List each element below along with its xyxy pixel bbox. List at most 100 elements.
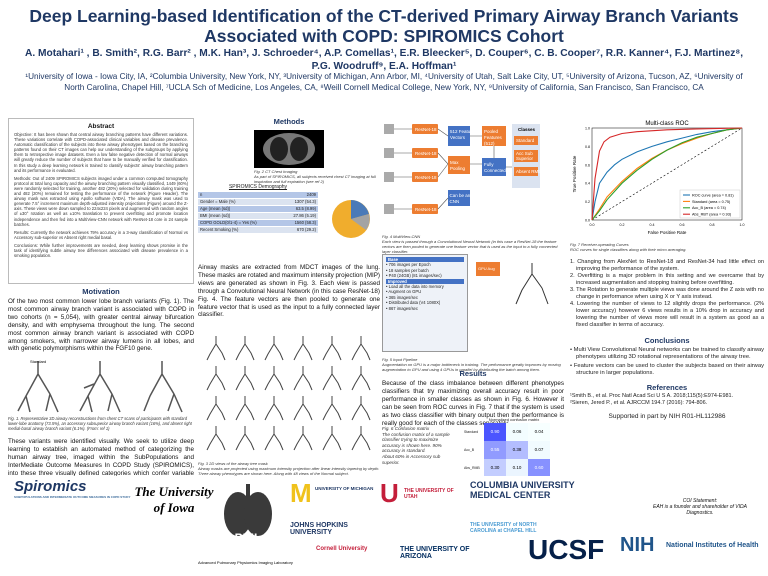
pipeline-line: • 365 images/sec	[386, 294, 418, 300]
svg-text:Pooling: Pooling	[450, 166, 466, 171]
fig3-airway-view	[351, 336, 371, 361]
cm-row-label: Acc_B	[464, 448, 475, 452]
fig3-airway-view	[264, 336, 284, 361]
fig3-airway-view	[293, 396, 313, 421]
cm-cell: 0.30	[484, 459, 506, 477]
conclusion-item: • Multi View Convolutional Neural networ…	[570, 346, 764, 361]
finding-item: 4. Lowering the number of views to 12 sl…	[570, 300, 764, 328]
roc-xtick: 0.6	[680, 223, 685, 227]
roc-xtick: 0.2	[620, 223, 625, 227]
roc-series-line	[591, 127, 743, 221]
cnn-box-1: ResNet-18	[415, 127, 437, 132]
cm-cell: 0.38	[506, 441, 528, 459]
roc-series-line	[591, 127, 743, 221]
unc-logo: THE UNIVERSITY of NORTH CAROLINA at CHAP…	[470, 522, 537, 534]
roc-xtick: 0.4	[650, 223, 655, 227]
cm-cell: 0.55	[484, 441, 506, 459]
fig3-airway-view	[235, 396, 255, 421]
roc-ylabel: True Positive Rate	[572, 155, 577, 192]
fig3-airway-view	[351, 396, 371, 421]
fig3-airway-view	[322, 366, 342, 391]
svg-text:Can be any: Can be any	[450, 193, 474, 198]
cm-grid: 0.90 0.06 0.04 Standard 0.55 0.38 0.07 Acc_B 0.3…	[464, 423, 550, 477]
roc-ytick: 1.0	[585, 127, 590, 131]
fig1-caption: Fig. 1. Representative 3D airway reconst…	[8, 416, 192, 432]
demography-title: SPIROMICS Demography	[228, 184, 288, 190]
finding-item: 1. Changing from AlexNet to ResNet-18 an…	[570, 258, 764, 272]
nih-logo: NIH	[620, 534, 654, 557]
pipeline-line: • Distributed data (V4 1080X)	[386, 300, 441, 306]
fig3-airway-view	[322, 426, 342, 451]
pipeline-airway-trees: GPU Aug	[476, 262, 549, 305]
fig3-airway-view	[206, 396, 226, 421]
roc-diagonal	[591, 127, 743, 221]
cm-cell: 0.04	[528, 423, 550, 441]
methods-section: Methods Fig. 2 CT Chest Imaging As part …	[198, 118, 380, 476]
utah-logo: U	[380, 478, 399, 508]
abstract-conclusions: Conclusions: While further improvements …	[14, 242, 188, 259]
multiview-cnn-diagram: ResNet-18 ResNet-18 ResNet-18 ResNet-18 …	[384, 124, 541, 214]
roc-plot-frame	[591, 127, 743, 221]
abstract-box: Abstract Objective: It has been shown th…	[8, 118, 194, 284]
svg-text:Superior: Superior	[516, 156, 534, 161]
fig3-airway-view	[264, 396, 284, 421]
cm-cell: 0.60	[528, 459, 550, 477]
fig3-airway-view	[206, 366, 226, 391]
roc-xtick: 0.8	[710, 223, 715, 227]
confusion-matrix: Normalized confusion matrix 0.90 0.06 0.04…	[464, 416, 564, 484]
roc-series-line	[591, 127, 743, 221]
cnn-section: ResNet-18 ResNet-18 ResNet-18 ResNet-18 …	[382, 118, 564, 477]
demography-pie	[332, 200, 370, 238]
cnn-box-4: ResNet-18	[415, 207, 437, 212]
fig3-airway-view	[264, 366, 284, 391]
roc-xlabel: False Positive Rate	[648, 230, 687, 235]
cm-cell: 0.10	[506, 459, 528, 477]
pipeline-line: • 867 images/sec	[386, 305, 418, 311]
references-list: ¹Smith B., et al. Proc Natl Acad Sci U S…	[570, 393, 764, 407]
svg-text:Absent RMB: Absent RMB	[516, 169, 541, 174]
references-heading: References	[646, 382, 688, 392]
fig3-airway-view	[351, 366, 371, 391]
fig3-airway-view	[206, 426, 226, 451]
pipeline-line: • 706 images per Epoch	[386, 262, 431, 268]
fig6-caption: Fig. 6 Confusion matrix The confusion ma…	[382, 426, 450, 465]
abstract-heading: Abstract	[87, 123, 115, 130]
roc-legend-label: Acc_B (area = 0.74)	[692, 206, 727, 210]
demography-rows: n 2409 Gender = Male (%) 1307 (54.3) Age (me…	[198, 192, 318, 234]
fig2-caption: Fig. 2 CT Chest Imaging As part of SPIRO…	[254, 169, 376, 184]
fig1-airway-trees: Standard	[17, 359, 183, 413]
fig3-airway-view	[264, 426, 284, 451]
utah-logo-text: THE UNIVERSITY OF UTAH	[404, 488, 454, 500]
finding-item: 3. The Rotation to generate multiple vie…	[570, 286, 764, 300]
roc-ytick: 0.6	[585, 163, 590, 167]
demography-value: 27.86 (5.19)	[293, 213, 316, 218]
ct-scan-image	[254, 130, 324, 168]
cm-cell: 0.07	[528, 441, 550, 459]
fig3-airway-view	[322, 336, 342, 361]
svg-text:Connected: Connected	[484, 168, 506, 173]
fig3-views	[198, 330, 380, 458]
poster-authors: A. Motahari¹ , B. Smith², R.G. Barr² , M…	[24, 48, 744, 72]
results-text: Because of the class imbalance between d…	[382, 380, 564, 427]
demography-row: Recent Smoking (%) 670 (29.2)	[198, 227, 318, 234]
conclusions-list: • Multi View Convolutional Neural networ…	[570, 347, 764, 378]
fig1: Standard Fig. 1. Representative 3D airwa…	[8, 356, 194, 434]
roc-xtick: 1.0	[740, 223, 745, 227]
cm-row-label: Abs_RMB	[464, 466, 480, 470]
cnn-box-2: ResNet-18	[415, 151, 437, 156]
iowa-logo: The University of Iowa	[134, 484, 214, 516]
results-heading: Results	[459, 369, 487, 378]
pipeline-line: Base	[386, 257, 464, 263]
fig3-airway-view	[235, 426, 255, 451]
svg-text:Max: Max	[450, 160, 459, 165]
reference-item: ²Sieren, Jered P., et al. AJRCCM 194.7 (…	[570, 399, 708, 406]
pipeline-line: • 18 samples per batch	[386, 267, 429, 273]
roc-ytick: 0.4	[585, 182, 590, 186]
fig4-caption: Fig. 4 MultiView-CNN Each view is passed…	[382, 234, 558, 254]
fig6-caption-block: Fig. 6 Confusion matrix The confusion ma…	[382, 426, 452, 465]
reference-item: ¹Smith B., et al. Proc Natl Acad Sci U S…	[570, 392, 734, 399]
support-text: Supported in part by NIH R01-HL112986	[608, 412, 726, 420]
demography-row: n 2409	[198, 192, 318, 199]
fig1-label-standard: Standard	[30, 359, 46, 364]
fig3-airway-view	[293, 336, 313, 361]
